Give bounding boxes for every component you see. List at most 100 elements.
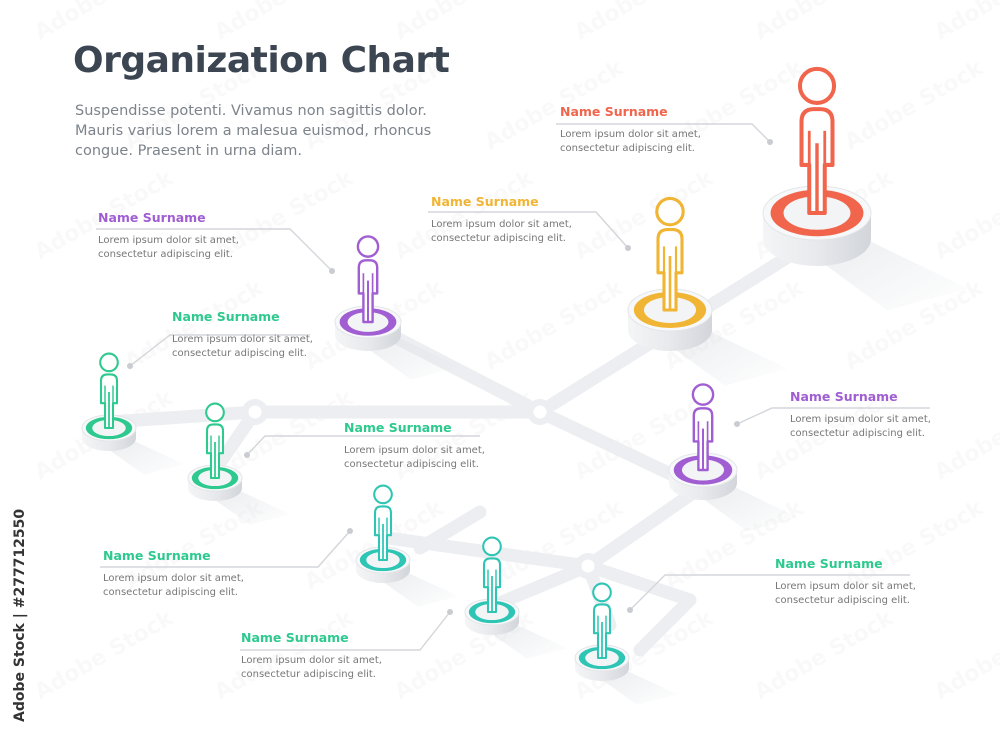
member-description-line: consectetur adipiscing elit. [344,459,479,470]
watermark-text: Adobe Stock [751,605,899,705]
member-node-ceo [762,66,969,311]
connector-line [581,481,707,573]
member-label-staff-teal-1: Name Surname Lorem ipsum dolor sit amet,… [103,548,244,600]
member-description: Lorem ipsum dolor sit amet, consectetur … [103,572,244,600]
leader-dot [767,139,773,145]
member-node-vp-purple-right [668,383,799,532]
leader-dot [734,421,740,427]
watermark-text: Adobe Stock [931,385,1000,485]
page-title: Organization Chart [73,40,450,81]
person-head [655,196,685,227]
watermark-text: Adobe Stock [931,165,1000,265]
member-node-staff-green-1 [81,352,185,475]
member-description-line: consectetur adipiscing elit. [790,428,925,439]
member-description-line: consectetur adipiscing elit. [172,348,307,359]
member-description: Lorem ipsum dolor sit amet, consectetur … [98,234,239,262]
connector-junction-hole [248,405,262,419]
member-name: Name Surname [344,420,452,435]
watermark-text: Adobe Stock [391,0,539,45]
member-label-ceo: Name Surname Lorem ipsum dolor sit amet,… [560,104,701,156]
person-head [592,582,612,603]
member-description-line: Lorem ipsum dolor sit amet, [775,581,916,592]
member-description: Lorem ipsum dolor sit amet, consectetur … [775,580,916,608]
leader-dot [447,609,453,615]
watermark-text: Adobe Stock [31,605,179,705]
member-description: Lorem ipsum dolor sit amet, consectetur … [560,128,701,156]
watermark-text: Adobe Stock [931,605,1000,705]
member-node-staff-green-2 [187,402,291,525]
member-label-vp-yellow: Name Surname Lorem ipsum dolor sit amet,… [431,194,572,246]
leader-dot [625,245,631,251]
connector-line [103,405,262,429]
leader-dot [347,528,353,534]
member-description: Lorem ipsum dolor sit amet, consectetur … [172,333,313,361]
member-label-staff-green-2: Name Surname Lorem ipsum dolor sit amet,… [344,420,485,472]
member-description-line: Lorem ipsum dolor sit amet, [344,445,485,456]
member-description-line: Lorem ipsum dolor sit amet, [172,334,313,345]
member-description-line: consectetur adipiscing elit. [241,669,376,680]
leader-line [428,211,629,249]
person-head [797,66,837,105]
leader-dot [329,268,335,274]
member-description: Lorem ipsum dolor sit amet, consectetur … [790,413,931,441]
intro-text: Suspendisse potenti. Vivamus non sagitti… [75,101,455,161]
connector-line [488,559,595,612]
member-name: Name Surname [560,104,668,119]
leader-line [246,435,480,456]
person-head [691,383,715,406]
member-name: Name Surname [431,194,539,209]
member-description-line: Lorem ipsum dolor sit amet, [241,655,382,666]
member-description-line: consectetur adipiscing elit. [775,595,910,606]
person-head [356,235,380,258]
member-node-staff-teal-2 [464,536,568,659]
member-node-vp-purple-left [334,235,461,380]
watermark-text: Adobe Stock [571,165,719,265]
connector-line [581,559,697,657]
member-description: Lorem ipsum dolor sit amet, consectetur … [241,654,382,682]
member-label-staff-green-1: Name Surname Lorem ipsum dolor sit amet,… [172,309,313,361]
member-description-line: consectetur adipiscing elit. [98,249,233,260]
intro-line: Mauris varius lorem a malesua euismod, r… [75,123,432,139]
leader-line [736,407,930,425]
watermark-text: Adobe Stock [841,55,989,155]
member-description-line: Lorem ipsum dolor sit amet, [560,129,701,140]
member-name: Name Surname [98,210,206,225]
member-name: Name Surname [241,630,349,645]
leader-lines [96,123,930,651]
member-description-line: Lorem ipsum dolor sit amet, [98,235,239,246]
person-head [205,402,225,423]
person-head [482,536,502,557]
watermark-text: Adobe Stock [571,0,719,45]
leader-line [556,123,771,143]
member-description: Lorem ipsum dolor sit amet, consectetur … [344,444,485,472]
watermark-text: Adobe Stock [31,0,179,45]
connector-junction-hole [533,405,547,419]
member-name: Name Surname [172,309,280,324]
intro-line: congue. Praesent in urna diam. [75,143,303,159]
person-head [373,484,393,505]
watermark-text: Adobe Stock [481,275,629,375]
member-nodes [81,66,969,705]
member-name: Name Surname [790,389,898,404]
leader-dot [127,363,133,369]
member-node-vp-yellow [627,196,788,386]
member-name: Name Surname [103,548,211,563]
leader-line [96,228,333,272]
leader-line [629,574,910,611]
member-description-line: consectetur adipiscing elit. [103,587,238,598]
stock-credit-text: Adobe Stock | #277712550 [12,509,28,722]
member-node-staff-teal-1 [355,484,459,607]
leader-line [129,334,310,367]
member-description-line: consectetur adipiscing elit. [560,143,695,154]
member-label-vp-purple-left: Name Surname Lorem ipsum dolor sit amet,… [98,210,239,262]
leader-dot [244,452,250,458]
member-description-line: Lorem ipsum dolor sit amet, [103,573,244,584]
member-name: Name Surname [775,556,883,571]
member-description-line: consectetur adipiscing elit. [431,233,566,244]
watermark-text: Adobe Stock [931,0,1000,45]
watermark-text: Adobe Stock [751,0,899,45]
member-description: Lorem ipsum dolor sit amet, consectetur … [431,218,572,246]
leader-line [100,530,351,568]
leader-dot [627,607,633,613]
